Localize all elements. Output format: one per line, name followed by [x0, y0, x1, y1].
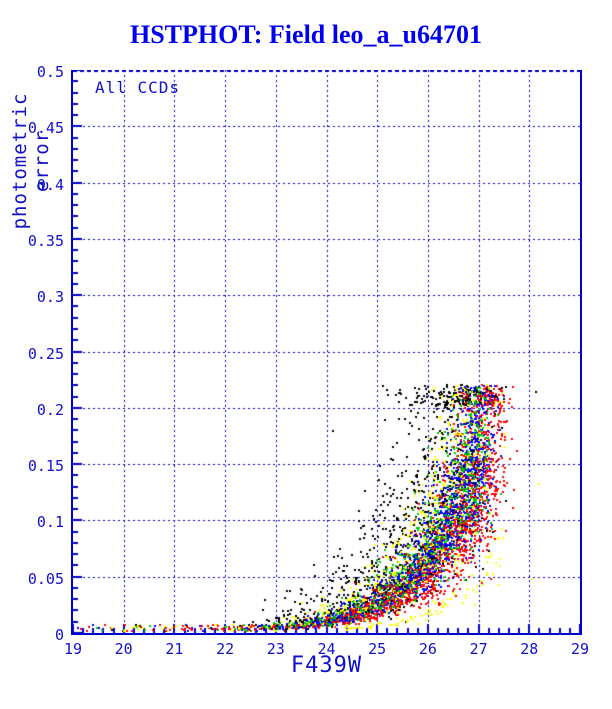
y-tick-label: 0.35: [27, 231, 64, 250]
x-tick-label: 21: [165, 640, 184, 658]
x-tick-label: 19: [63, 640, 83, 658]
x-tick-label: 28: [520, 640, 539, 658]
y-tick-label: 0.2: [36, 400, 64, 419]
x-tick-label: 24: [317, 640, 336, 658]
ccd-annotation: All CCDs: [95, 78, 181, 97]
y-tick-label: 0: [54, 626, 64, 644]
y-tick-label: 0.15: [27, 457, 64, 476]
y-tick-label: 0.3: [36, 288, 64, 307]
x-tick-label: 25: [368, 640, 387, 658]
page-title: HSTPHOT: Field leo_a_u64701: [130, 20, 482, 49]
y-tick-label: 0.5: [36, 63, 64, 81]
x-axis-title: F439W: [290, 653, 363, 678]
y-tick-label: 0.4: [36, 175, 64, 194]
x-tick-label: 20: [114, 640, 133, 658]
x-tick-label: 29: [570, 640, 590, 658]
y-tick-label: 0.1: [36, 513, 64, 532]
scatter-canvas: [73, 70, 580, 633]
y-axis-title: photometric error: [9, 92, 53, 230]
plot-frame: All CCDs: [71, 70, 582, 635]
y-tick-label: 0.25: [27, 344, 64, 363]
x-tick-label: 22: [216, 640, 235, 658]
x-tick-label: 27: [469, 640, 488, 658]
x-tick-label: 26: [418, 640, 437, 658]
y-tick-label: 0.05: [27, 569, 64, 588]
x-tick-label: 23: [266, 640, 285, 658]
y-tick-label: 0.45: [27, 119, 64, 138]
